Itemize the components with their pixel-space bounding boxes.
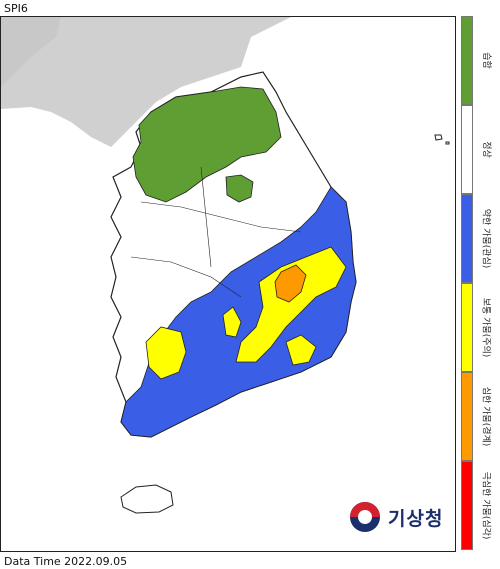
legend-item-normal: 정상	[461, 105, 499, 194]
legend-swatch-mild	[461, 194, 473, 283]
moderate-drought-south	[222, 306, 242, 338]
legend-item-moderate: 보통 가뭄(주의)	[461, 283, 499, 372]
admin-boundary-3	[200, 166, 212, 268]
legend-item-extreme: 극심한 가뭄(심각)	[461, 461, 499, 550]
legend-swatch-severe	[461, 372, 473, 461]
kma-logo: 기상청	[350, 500, 450, 534]
kma-logo-icon	[350, 502, 380, 532]
ulleung-island	[434, 134, 443, 141]
wet-region-north	[132, 86, 282, 203]
wet-region-small	[225, 174, 254, 203]
jeju-island	[120, 484, 174, 514]
legend-swatch-moderate	[461, 283, 473, 372]
legend-swatch-wet	[461, 16, 473, 105]
legend-label-extreme: 극심한 가뭄(심각)	[480, 471, 491, 540]
moderate-drought-southeast	[285, 334, 317, 366]
admin-boundary-1	[140, 201, 302, 233]
legend-item-severe: 심한 가뭄(경계)	[461, 372, 499, 461]
legend-label-mild: 약한 가뭄(관심)	[480, 208, 491, 269]
mild-drought-east	[120, 186, 357, 438]
admin-boundary-2	[130, 256, 242, 298]
severe-drought-region	[274, 264, 307, 303]
legend-label-normal: 정상	[480, 141, 491, 158]
legend: 습함 정상 약한 가뭄(관심) 보통 가뭄(주의) 심한 가뭄(경계) 극심한 …	[461, 16, 499, 550]
moderate-drought-central	[235, 246, 347, 363]
legend-item-wet: 습함	[461, 16, 499, 105]
china-coast	[1, 17, 61, 87]
dokdo-island	[445, 141, 450, 145]
legend-swatch-normal	[461, 105, 473, 194]
drought-map	[0, 16, 456, 552]
data-time: Data Time 2022.09.05	[4, 555, 128, 568]
map-title: SPI6	[4, 2, 28, 15]
legend-label-wet: 습함	[480, 52, 491, 69]
legend-label-severe: 심한 가뭄(경계)	[480, 386, 491, 447]
legend-label-moderate: 보통 가뭄(주의)	[480, 297, 491, 358]
moderate-drought-southwest	[145, 326, 187, 380]
north-korea-landmass	[1, 17, 455, 147]
kma-logo-text: 기상청	[388, 507, 444, 530]
legend-item-mild: 약한 가뭄(관심)	[461, 194, 499, 283]
legend-swatch-extreme	[461, 461, 473, 550]
map-canvas	[1, 17, 455, 514]
